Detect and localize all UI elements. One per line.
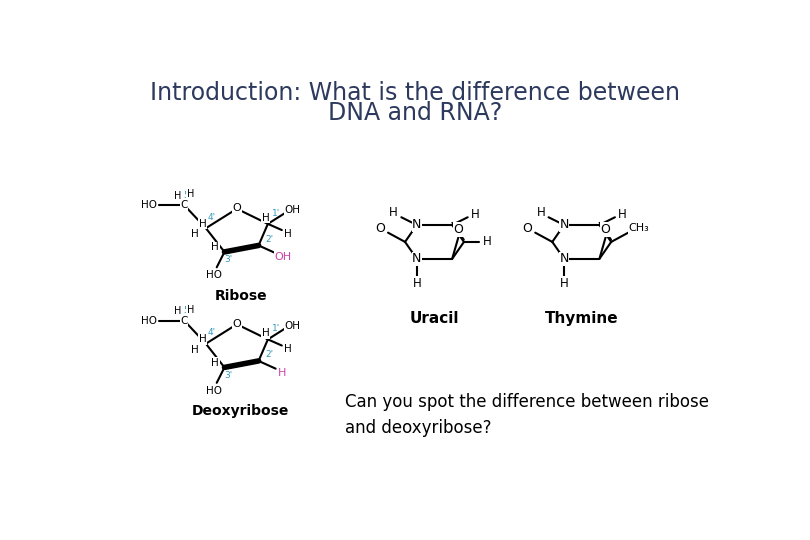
Text: O: O: [375, 221, 386, 234]
Text: H: H: [284, 345, 292, 354]
Text: N: N: [412, 252, 421, 265]
Text: Thymine: Thymine: [545, 312, 619, 326]
Text: H: H: [191, 345, 199, 355]
Text: H: H: [174, 306, 181, 316]
Text: H: H: [262, 328, 270, 338]
Text: H: H: [199, 219, 207, 228]
Text: HO: HO: [140, 200, 156, 210]
Text: HO: HO: [206, 386, 222, 395]
Text: 5': 5': [183, 306, 191, 315]
Text: H: H: [536, 206, 545, 219]
Text: HO: HO: [206, 270, 222, 280]
Text: C: C: [181, 200, 188, 210]
Text: H: H: [412, 277, 421, 290]
Text: 3': 3': [224, 255, 232, 264]
Text: Uracil: Uracil: [410, 312, 459, 326]
Text: H: H: [199, 334, 207, 344]
Text: 4': 4': [208, 213, 216, 222]
Text: H: H: [174, 191, 181, 201]
Text: H: H: [186, 305, 194, 315]
Text: OH: OH: [275, 252, 292, 262]
Text: OH: OH: [284, 205, 301, 215]
Text: Introduction: What is the difference between: Introduction: What is the difference bet…: [150, 82, 680, 105]
Text: H: H: [211, 358, 219, 368]
Text: N: N: [560, 252, 569, 265]
Text: Deoxyribose: Deoxyribose: [192, 404, 289, 418]
Text: C: C: [181, 315, 188, 326]
Text: Ribose: Ribose: [215, 289, 267, 303]
Text: H: H: [618, 208, 627, 221]
Text: 1': 1': [271, 208, 279, 218]
Text: H: H: [262, 213, 270, 222]
Text: O: O: [522, 221, 532, 234]
Text: H: H: [483, 235, 492, 248]
Text: O: O: [601, 223, 611, 236]
Text: 2': 2': [266, 350, 274, 359]
Text: O: O: [454, 223, 463, 236]
Text: DNA and RNA?: DNA and RNA?: [328, 100, 502, 125]
Text: 3': 3': [224, 370, 232, 380]
Text: H: H: [186, 190, 194, 199]
Text: CH₃: CH₃: [629, 223, 650, 233]
Text: O: O: [232, 203, 241, 213]
Text: 4': 4': [208, 328, 216, 338]
Text: H: H: [389, 206, 398, 219]
Text: H: H: [560, 277, 569, 290]
Text: OH: OH: [284, 321, 301, 330]
Text: 5': 5': [183, 191, 191, 200]
Text: H: H: [191, 230, 199, 239]
Text: Can you spot the difference between ribose
and deoxyribose?: Can you spot the difference between ribo…: [345, 393, 710, 437]
Text: O: O: [232, 319, 241, 328]
Text: 2': 2': [266, 235, 274, 244]
Text: N: N: [560, 219, 569, 232]
Text: N: N: [412, 219, 421, 232]
Text: H: H: [471, 208, 480, 221]
Text: H: H: [278, 368, 286, 378]
Text: 1': 1': [271, 324, 279, 333]
Text: HO: HO: [140, 315, 156, 326]
Text: H: H: [284, 229, 292, 239]
Text: H: H: [211, 242, 219, 252]
